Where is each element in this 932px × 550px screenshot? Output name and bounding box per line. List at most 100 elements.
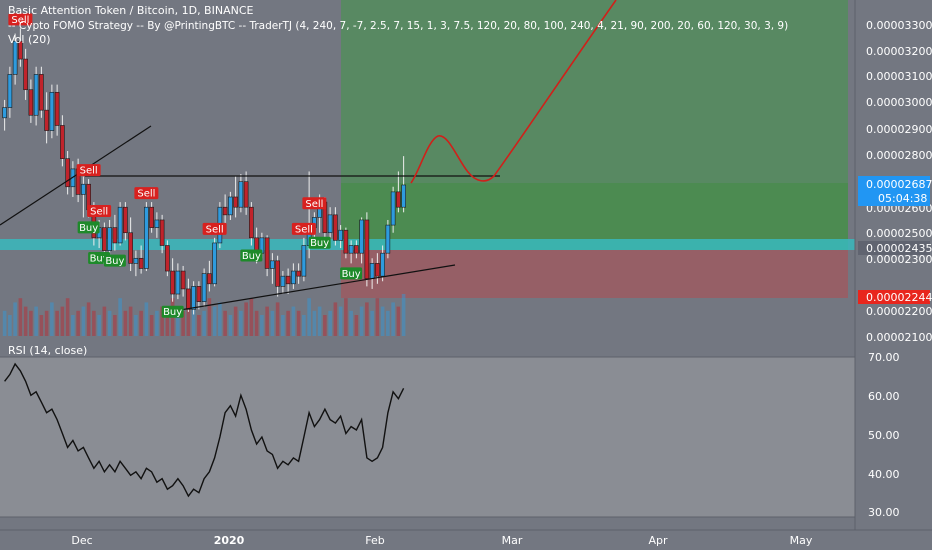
volume-bar: [370, 310, 374, 336]
volume-bar: [144, 302, 149, 336]
volume-legend: Vol (20): [8, 33, 51, 46]
buy-signal: Buy: [103, 254, 126, 267]
candle: [128, 217, 133, 272]
volume-bar: [244, 302, 248, 336]
volume-bar: [76, 310, 80, 336]
volume-bar: [39, 315, 44, 336]
candle: [275, 255, 280, 297]
volume-bar: [8, 315, 12, 336]
price-tick-label: 0.00003100: [866, 70, 932, 83]
candle: [280, 271, 286, 295]
entry-price-badge: [858, 241, 930, 255]
candle: [123, 202, 128, 241]
current-price-badge: [858, 176, 930, 206]
sell-signal: Sell: [302, 197, 327, 210]
volume-bar: [50, 302, 54, 336]
strategy-legend: -- Cypto FOMO Strategy -- By @PrintingBT…: [8, 20, 788, 32]
chart-title: Basic Attention Token / Bitcoin, 1D, BIN…: [8, 4, 254, 17]
volume-bar: [44, 310, 49, 336]
svg-text:Buy: Buy: [79, 223, 98, 234]
candle: [2, 99, 7, 131]
candle: [249, 202, 254, 246]
volume-bar: [380, 306, 385, 336]
volume-bar: [270, 310, 275, 336]
volume-bar: [401, 294, 406, 336]
volume-bar: [302, 315, 306, 336]
volume-bar: [344, 298, 348, 336]
candle: [112, 214, 118, 251]
volume-bar: [134, 315, 138, 336]
candle: [296, 263, 301, 284]
volume-bar: [155, 310, 159, 336]
sell-signal: Sell: [134, 187, 159, 200]
candle: [49, 84, 55, 139]
volume-bar: [359, 306, 364, 336]
volume-bar: [181, 310, 185, 336]
svg-text:Sell: Sell: [206, 224, 224, 235]
price-tick-label: 0.00003300: [866, 19, 932, 32]
current-price-label: 0.00002687: [866, 178, 932, 191]
rsi-pane-background: [0, 357, 855, 517]
svg-text:Sell: Sell: [11, 15, 29, 26]
candle: [7, 66, 13, 118]
candle: [233, 176, 238, 218]
volume-bar: [338, 306, 343, 336]
volume-bar: [391, 302, 395, 336]
candle: [327, 207, 333, 238]
volume-bar: [29, 310, 33, 336]
candle: [180, 265, 186, 297]
price-axis[interactable]: [855, 0, 932, 530]
candle: [207, 260, 212, 292]
candle: [170, 258, 175, 302]
countdown-label: 05:04:38: [878, 192, 927, 205]
candle: [385, 219, 391, 259]
price-axis-labels: 0.00003300 0.00003200 0.00003100 0.00003000…: [866, 19, 932, 344]
candle: [144, 202, 149, 272]
volume-bar: [323, 315, 327, 336]
volume-bar: [312, 310, 317, 336]
volume-bar: [375, 298, 380, 336]
candle: [359, 217, 364, 264]
profit-zone-inner: [341, 183, 848, 250]
stop-price-label: 0.00002244: [866, 291, 932, 304]
volume-bar: [386, 310, 390, 336]
volume-bar: [281, 315, 285, 336]
volume-bar: [139, 310, 143, 336]
svg-text:Sell: Sell: [80, 166, 98, 177]
volume-bar: [275, 302, 280, 336]
svg-text:Buy: Buy: [342, 269, 361, 280]
candle: [222, 194, 228, 228]
entry-band: [0, 239, 855, 250]
candle: [138, 245, 144, 274]
candle: [191, 281, 196, 315]
stop-price-badge: [858, 290, 930, 304]
candle: [23, 48, 28, 100]
volume-bar: [97, 315, 101, 336]
volume-bars: [2, 294, 406, 336]
volume-bar: [354, 315, 359, 336]
price-tick-label: 0.00002900: [866, 123, 932, 136]
candle: [54, 84, 60, 136]
volume-bar: [223, 310, 227, 336]
signal-labels: SellSellSellBuyBuyBuySellBuySellBuySellS…: [8, 13, 363, 318]
volume-bar: [291, 306, 296, 336]
candle: [238, 174, 244, 213]
candle: [81, 176, 86, 218]
svg-text:Buy: Buy: [105, 256, 124, 267]
candle: [159, 214, 165, 254]
svg-text:Buy: Buy: [310, 238, 329, 249]
price-tick-label: 0.00002300: [866, 253, 932, 266]
rsi-line: [4, 362, 405, 498]
sell-signal: Sell: [87, 204, 112, 217]
volume-bar: [34, 306, 38, 336]
candle: [375, 253, 380, 284]
volume-bar: [212, 306, 217, 336]
candle: [60, 115, 65, 167]
rsi-tick-label: 70.00: [868, 351, 900, 364]
time-axis[interactable]: [0, 530, 932, 550]
candle: [186, 278, 191, 312]
svg-text:Sell: Sell: [295, 224, 313, 235]
volume-bar: [202, 310, 206, 336]
volume-bar: [396, 306, 401, 336]
